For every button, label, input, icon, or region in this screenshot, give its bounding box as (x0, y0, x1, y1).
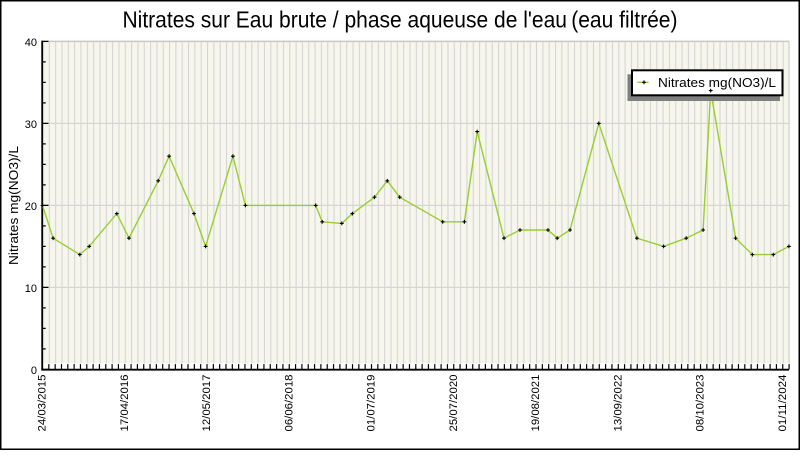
svg-text:19/08/2021: 19/08/2021 (530, 375, 542, 432)
svg-text:Nitrates mg(NO3)/L: Nitrates mg(NO3)/L (6, 146, 21, 265)
svg-text:20: 20 (25, 201, 37, 213)
svg-text:13/09/2022: 13/09/2022 (613, 375, 625, 432)
svg-text:06/06/2018: 06/06/2018 (284, 375, 296, 432)
svg-text:08/10/2023: 08/10/2023 (695, 375, 707, 432)
svg-text:Nitrates sur Eau brute / phase: Nitrates sur Eau brute / phase aqueuse d… (123, 7, 678, 33)
svg-text:25/07/2020: 25/07/2020 (448, 375, 460, 432)
svg-text:24/03/2015: 24/03/2015 (37, 375, 49, 432)
svg-text:17/04/2016: 17/04/2016 (119, 375, 131, 432)
svg-text:30: 30 (25, 119, 37, 131)
svg-text:01/07/2019: 01/07/2019 (366, 375, 378, 432)
svg-text:10: 10 (25, 283, 37, 295)
svg-text:Nitrates mg(NO3)/L: Nitrates mg(NO3)/L (658, 76, 776, 90)
svg-text:0: 0 (31, 365, 37, 377)
svg-text:40: 40 (25, 37, 37, 49)
svg-text:12/05/2017: 12/05/2017 (201, 375, 213, 432)
svg-text:01/11/2024: 01/11/2024 (777, 375, 789, 432)
